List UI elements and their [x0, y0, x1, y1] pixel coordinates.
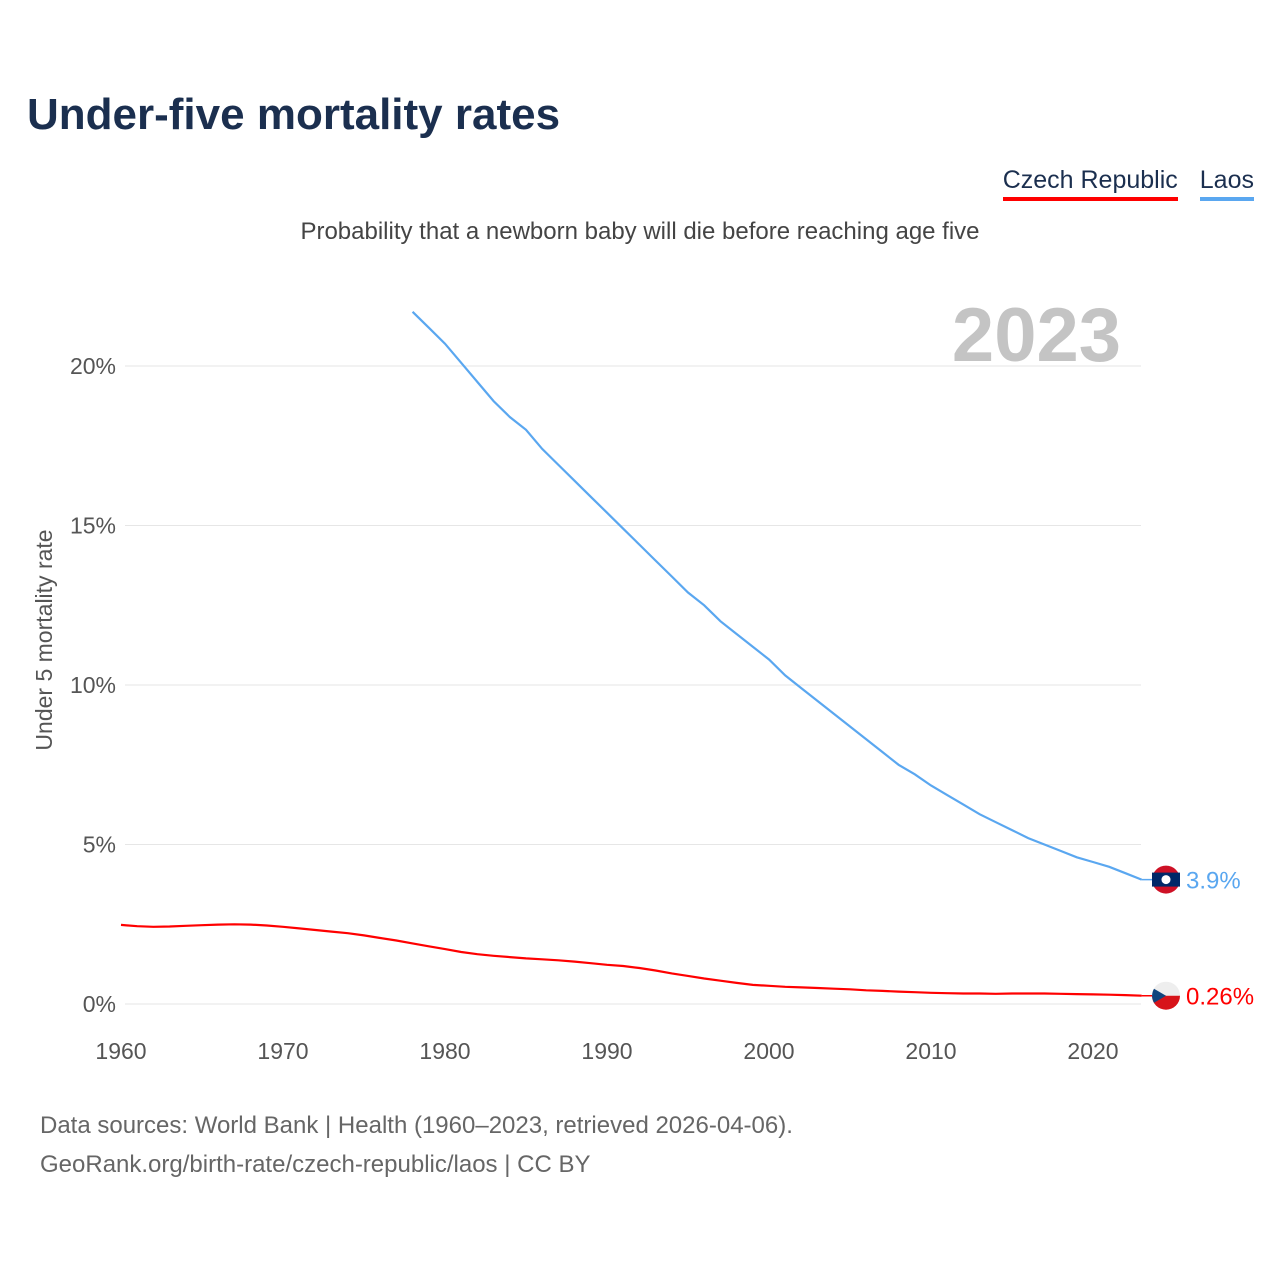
y-tick-label: 5%: [83, 832, 116, 858]
x-tick-label: 2020: [1067, 1038, 1118, 1064]
source-line-2: GeoRank.org/birth-rate/czech-republic/la…: [40, 1151, 591, 1178]
y-tick-label: 15%: [70, 513, 116, 539]
laos-flag-disc: [1161, 875, 1171, 885]
source-note: Data sources: World Bank | Health (1960–…: [40, 1106, 793, 1184]
end-value-label: 0.26%: [1186, 984, 1254, 1011]
series-line-czech-republic: [120, 923, 1142, 997]
legend-czech-republic[interactable]: Czech Republic: [1002, 166, 1178, 201]
source-line-1: Data sources: World Bank | Health (1960–…: [40, 1112, 793, 1139]
legend: Czech Republic Laos: [1002, 166, 1254, 201]
x-tick-label: 1990: [581, 1038, 632, 1064]
y-tick-label: 0%: [83, 991, 116, 1017]
x-tick-label: 2000: [743, 1038, 794, 1064]
y-tick-label: 20%: [70, 353, 116, 379]
year-label: 2023: [952, 293, 1121, 378]
x-tick-label: 1960: [95, 1038, 146, 1064]
legend-laos[interactable]: Laos: [1199, 166, 1254, 201]
x-tick-label: 1970: [257, 1038, 308, 1064]
x-tick-label: 1980: [419, 1038, 470, 1064]
czech-flag-triangle: [1152, 988, 1166, 1003]
end-value-label: 3.9%: [1186, 868, 1241, 895]
y-axis-label: Under 5 mortality rate: [31, 529, 57, 750]
series-line-laos: [411, 311, 1143, 881]
y-tick-label: 10%: [70, 672, 116, 698]
chart-title: Under-five mortality rates: [27, 90, 561, 139]
chart-subtitle: Probability that a newborn baby will die…: [300, 218, 980, 245]
x-tick-label: 2010: [905, 1038, 956, 1064]
